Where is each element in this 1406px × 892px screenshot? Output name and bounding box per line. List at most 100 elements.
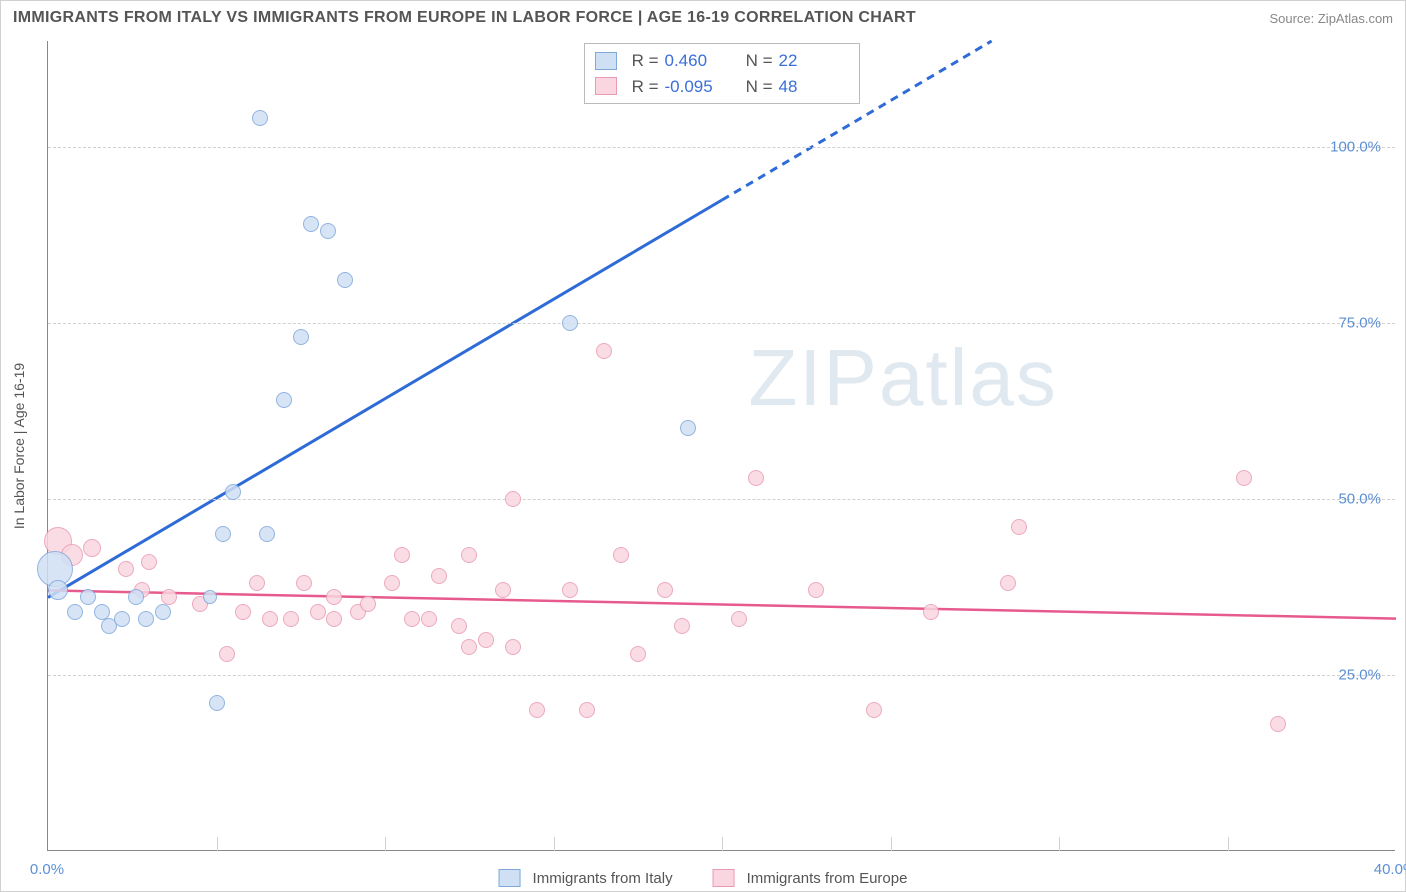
data-point: [326, 611, 342, 627]
data-point: [674, 618, 690, 634]
grid-line-v: [722, 837, 723, 851]
chart-container: IMMIGRANTS FROM ITALY VS IMMIGRANTS FROM…: [0, 0, 1406, 892]
data-point: [155, 604, 171, 620]
grid-line-v: [385, 837, 386, 851]
data-point: [613, 547, 629, 563]
legend-swatch: [499, 869, 521, 887]
data-point: [296, 575, 312, 591]
grid-line-v: [1059, 837, 1060, 851]
data-point: [680, 420, 696, 436]
n-value: 22: [779, 48, 849, 74]
data-point: [630, 646, 646, 662]
data-point: [337, 272, 353, 288]
data-point: [495, 582, 511, 598]
data-point: [215, 526, 231, 542]
data-point: [505, 639, 521, 655]
n-value: 48: [779, 74, 849, 100]
data-point: [114, 611, 130, 627]
data-point: [1270, 716, 1286, 732]
data-point: [320, 223, 336, 239]
data-point: [293, 329, 309, 345]
data-point: [431, 568, 447, 584]
stats-legend: R =0.460N =22R =-0.095N =48: [584, 43, 860, 104]
data-point: [505, 491, 521, 507]
data-point: [80, 589, 96, 605]
data-point: [923, 604, 939, 620]
y-tick-label: 75.0%: [1338, 314, 1381, 331]
grid-line-v: [891, 837, 892, 851]
x-tick-label: 0.0%: [30, 861, 64, 878]
data-point: [209, 695, 225, 711]
n-label: N =: [741, 74, 773, 100]
data-point: [394, 547, 410, 563]
data-point: [562, 582, 578, 598]
r-value: -0.095: [665, 74, 735, 100]
data-point: [1000, 575, 1016, 591]
data-point: [219, 646, 235, 662]
r-label: R =: [627, 74, 659, 100]
data-point: [360, 596, 376, 612]
title-bar: IMMIGRANTS FROM ITALY VS IMMIGRANTS FROM…: [13, 9, 1393, 27]
data-point: [579, 702, 595, 718]
data-point: [48, 580, 68, 600]
data-point: [276, 392, 292, 408]
series-legend: Immigrants from Italy Immigrants from Eur…: [499, 869, 908, 887]
watermark: ZIPatlas: [748, 332, 1057, 424]
data-point: [235, 604, 251, 620]
data-point: [249, 575, 265, 591]
data-point: [141, 554, 157, 570]
data-point: [731, 611, 747, 627]
data-point: [478, 632, 494, 648]
data-point: [283, 611, 299, 627]
data-point: [808, 582, 824, 598]
source-label: Source: ZipAtlas.com: [1269, 11, 1393, 26]
stats-legend-row: R =0.460N =22: [595, 48, 849, 74]
data-point: [461, 639, 477, 655]
y-tick-label: 100.0%: [1330, 138, 1381, 155]
r-value: 0.460: [665, 48, 735, 74]
data-point: [748, 470, 764, 486]
legend-item: Immigrants from Italy: [499, 869, 673, 887]
data-point: [451, 618, 467, 634]
data-point: [384, 575, 400, 591]
grid-line-h: [48, 147, 1395, 148]
r-label: R =: [627, 48, 659, 74]
data-point: [303, 216, 319, 232]
legend-swatch: [595, 77, 617, 95]
data-point: [421, 611, 437, 627]
data-point: [866, 702, 882, 718]
data-point: [138, 611, 154, 627]
chart-title: IMMIGRANTS FROM ITALY VS IMMIGRANTS FROM…: [13, 9, 916, 27]
trend-line: [48, 200, 722, 597]
data-point: [1236, 470, 1252, 486]
data-point: [529, 702, 545, 718]
y-tick-label: 50.0%: [1338, 490, 1381, 507]
stats-legend-row: R =-0.095N =48: [595, 74, 849, 100]
data-point: [83, 539, 101, 557]
grid-line-v: [217, 837, 218, 851]
data-point: [252, 110, 268, 126]
data-point: [118, 561, 134, 577]
grid-line-v: [1228, 837, 1229, 851]
n-label: N =: [741, 48, 773, 74]
data-point: [67, 604, 83, 620]
grid-line-h: [48, 499, 1395, 500]
legend-label: Immigrants from Europe: [747, 870, 908, 887]
y-axis-label: In Labor Force | Age 16-19: [11, 363, 27, 529]
data-point: [657, 582, 673, 598]
legend-label: Immigrants from Italy: [533, 870, 673, 887]
x-tick-label: 40.0%: [1374, 861, 1406, 878]
legend-item: Immigrants from Europe: [713, 869, 908, 887]
grid-line-v: [554, 837, 555, 851]
data-point: [326, 589, 342, 605]
data-point: [262, 611, 278, 627]
data-point: [461, 547, 477, 563]
data-point: [310, 604, 326, 620]
data-point: [596, 343, 612, 359]
data-point: [128, 589, 144, 605]
grid-line-h: [48, 323, 1395, 324]
legend-swatch: [595, 52, 617, 70]
data-point: [259, 526, 275, 542]
data-point: [225, 484, 241, 500]
data-point: [1011, 519, 1027, 535]
